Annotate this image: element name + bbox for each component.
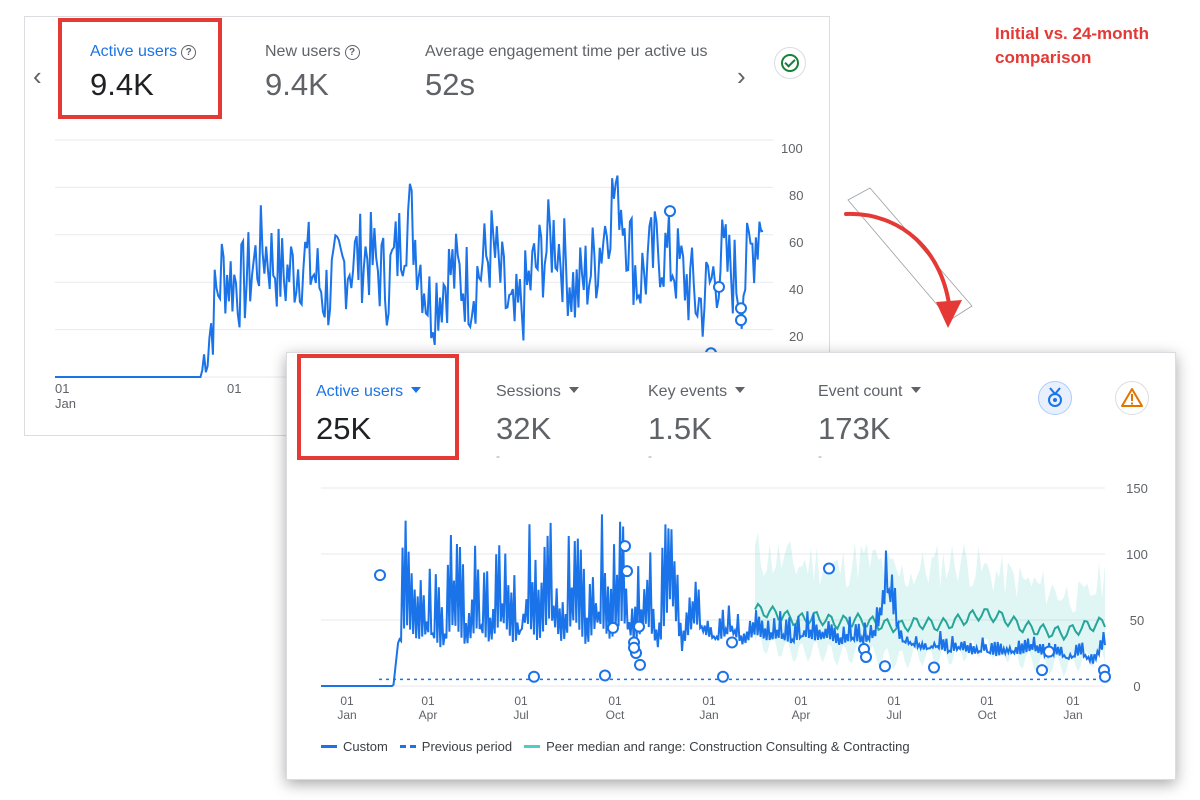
x-tick-label: Oct: [978, 708, 997, 722]
current-analytics-card: Active users 25K Sessions 32K - Key even…: [286, 352, 1176, 780]
series-line-active-users: [55, 175, 764, 378]
dropdown-arrow-icon[interactable]: [568, 387, 579, 393]
x-tick-label: Jul: [513, 708, 528, 722]
highlight-box-initial: [58, 18, 222, 119]
data-point-marker: [717, 670, 729, 683]
comparison-annotation: Initial vs. 24-month comparison: [995, 24, 1149, 67]
metric-label: Sessions: [496, 383, 561, 400]
metric-value: 173K: [818, 411, 891, 446]
data-point-marker: [599, 669, 611, 682]
dropdown-arrow-icon[interactable]: [910, 387, 921, 393]
data-point-marker: [726, 636, 738, 649]
data-point-marker: [735, 302, 747, 315]
help-icon[interactable]: ?: [181, 45, 197, 60]
series-line-custom: [321, 514, 1106, 687]
data-point-marker: [621, 565, 633, 578]
metric-comparison: -: [818, 449, 822, 463]
x-tick-label: 01: [608, 694, 622, 708]
x-tick: 01: [227, 381, 242, 396]
y-tick-label: 50: [1130, 613, 1144, 628]
x-tick-label: 01: [887, 694, 901, 708]
y-tick: 40: [789, 282, 804, 297]
data-point-marker: [928, 661, 940, 674]
data-point-marker: [860, 650, 872, 663]
data-point-marker: [528, 670, 540, 683]
x-tick-label: Jan: [699, 708, 718, 722]
y-tick-label: 150: [1126, 481, 1148, 496]
x-tick-label: 01: [980, 694, 994, 708]
x-tick: 01 Jan: [55, 381, 76, 411]
legend-item-peer[interactable]: Peer median and range: Construction Cons…: [524, 739, 910, 754]
metric-value: 9.4K: [90, 67, 154, 102]
y-tick: 20: [789, 329, 804, 344]
legend-item-custom[interactable]: Custom: [321, 739, 388, 754]
chevron-right-icon[interactable]: ›: [737, 61, 746, 91]
y-tick-label: 100: [1126, 547, 1148, 562]
metric-sessions[interactable]: Sessions 32K -: [496, 383, 579, 463]
x-tick-label: Apr: [792, 708, 811, 722]
dropdown-arrow-icon[interactable]: [411, 387, 422, 393]
chart-legend: Custom Previous period Peer median and r…: [321, 739, 910, 754]
data-point-marker: [823, 562, 835, 575]
x-tick-label: Jul: [886, 708, 901, 722]
data-point-marker: [1099, 670, 1111, 683]
x-tick-label: 01: [794, 694, 808, 708]
x-tick-label: Jan: [337, 708, 356, 722]
warning-triangle-icon[interactable]: [1115, 381, 1149, 415]
y-tick: 80: [789, 188, 804, 203]
y-tick: 60: [789, 235, 804, 250]
data-point-marker: [1036, 664, 1048, 677]
dropdown-arrow-icon[interactable]: [735, 387, 746, 393]
x-tick-label: Oct: [606, 708, 625, 722]
metric-active-users-initial[interactable]: Active users? 9.4K: [90, 43, 197, 103]
metric-label: Event count: [818, 383, 903, 400]
metric-value: 25K: [316, 411, 372, 446]
chevron-left-icon[interactable]: ‹: [33, 61, 42, 91]
y-tick: 100: [781, 141, 803, 156]
check-circle-icon[interactable]: [774, 47, 806, 79]
metric-value: 52s: [425, 67, 475, 102]
metric-label: Active users: [90, 43, 178, 60]
metric-value: 32K: [496, 411, 552, 446]
x-tick-label: 01: [1066, 694, 1080, 708]
highlight-box-current: [297, 354, 459, 460]
data-point-marker: [619, 540, 631, 553]
y-tick-label: 0: [1133, 679, 1140, 694]
metric-event-count[interactable]: Event count 173K -: [818, 383, 921, 463]
metric-new-users-initial[interactable]: New users? 9.4K: [265, 43, 360, 103]
insights-badge-icon[interactable]: [1038, 381, 1072, 415]
metric-comparison: -: [496, 449, 500, 463]
data-point-marker: [633, 620, 645, 633]
legend-item-previous[interactable]: Previous period: [399, 739, 512, 754]
x-tick-label: Apr: [419, 708, 438, 722]
metric-label: Key events: [648, 383, 728, 400]
metric-engagement-time-initial[interactable]: Average engagement time per active us 52…: [425, 43, 725, 103]
data-point-marker: [713, 280, 725, 293]
data-point-marker: [664, 205, 676, 218]
current-chart: 05010015001Jan01Apr01Jul01Oct01Jan01Apr0…: [321, 481, 1148, 722]
x-tick-label: 01: [421, 694, 435, 708]
data-point-marker: [374, 569, 386, 582]
metric-label: New users: [265, 43, 341, 60]
x-tick-label: 01: [702, 694, 716, 708]
data-point-marker: [1043, 645, 1055, 658]
data-point-marker: [735, 314, 747, 327]
metric-key-events[interactable]: Key events 1.5K -: [648, 383, 746, 463]
metric-comparison: -: [648, 449, 652, 463]
x-tick-label: 01: [514, 694, 528, 708]
metric-label: Average engagement time per active us: [425, 43, 708, 60]
metric-value: 1.5K: [648, 411, 712, 446]
data-point-marker: [607, 621, 619, 634]
metric-active-users-current[interactable]: Active users 25K: [316, 383, 422, 447]
data-point-marker: [879, 660, 891, 673]
x-tick-label: Jan: [1063, 708, 1082, 722]
x-tick-label: 01: [340, 694, 354, 708]
help-icon[interactable]: ?: [344, 45, 360, 60]
data-point-marker: [628, 641, 640, 654]
data-point-marker: [634, 658, 646, 671]
metric-value: 9.4K: [265, 67, 329, 102]
initial-chart: [55, 139, 773, 378]
metric-label: Active users: [316, 383, 404, 400]
